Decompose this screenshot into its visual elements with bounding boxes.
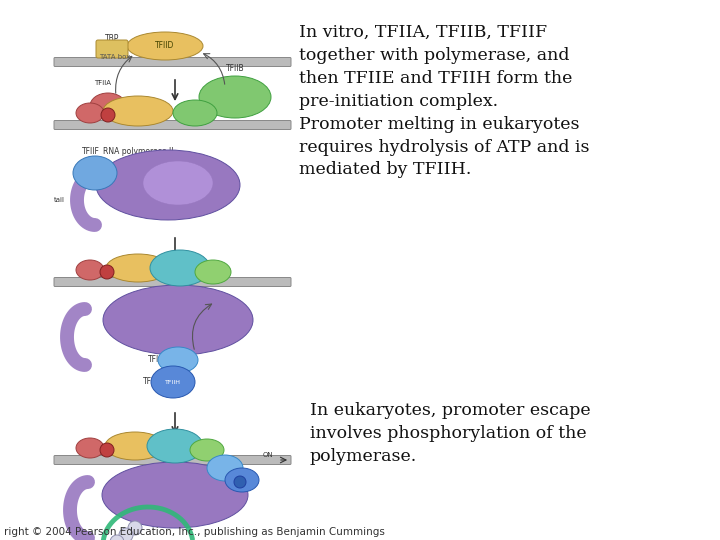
- FancyBboxPatch shape: [96, 40, 128, 58]
- Ellipse shape: [199, 76, 271, 118]
- Ellipse shape: [151, 366, 195, 398]
- Ellipse shape: [150, 250, 210, 286]
- Text: TFIIH: TFIIH: [165, 380, 181, 384]
- Ellipse shape: [173, 100, 217, 126]
- Circle shape: [100, 443, 114, 457]
- Text: In eukaryotes, promoter escape
involves phosphorylation of the
polymerase.: In eukaryotes, promoter escape involves …: [310, 402, 590, 465]
- Text: tail: tail: [54, 197, 65, 203]
- Ellipse shape: [96, 150, 240, 220]
- FancyBboxPatch shape: [54, 57, 291, 66]
- Ellipse shape: [106, 254, 170, 282]
- Circle shape: [119, 528, 133, 540]
- Text: right © 2004 Pearson Education, Inc., publishing as Benjamin Cummings: right © 2004 Pearson Education, Inc., pu…: [4, 527, 384, 537]
- Circle shape: [101, 108, 115, 122]
- Ellipse shape: [76, 103, 104, 123]
- Ellipse shape: [76, 260, 104, 280]
- Text: TFIIB: TFIIB: [225, 64, 244, 73]
- Ellipse shape: [207, 455, 243, 481]
- Ellipse shape: [143, 161, 213, 205]
- Text: TFIID: TFIID: [156, 42, 175, 51]
- Ellipse shape: [105, 432, 165, 460]
- Text: TFIIA: TFIIA: [94, 80, 112, 86]
- Text: In vitro, TFIIA, TFIIB, TFIIF
together with polymerase, and
then TFIIE and TFIIH: In vitro, TFIIA, TFIIB, TFIIF together w…: [299, 24, 589, 178]
- FancyBboxPatch shape: [54, 120, 291, 130]
- FancyBboxPatch shape: [54, 456, 291, 464]
- Ellipse shape: [225, 468, 259, 492]
- FancyBboxPatch shape: [54, 278, 291, 287]
- Ellipse shape: [127, 32, 203, 60]
- Ellipse shape: [103, 285, 253, 355]
- Ellipse shape: [102, 462, 248, 528]
- Text: TFIIH: TFIIH: [143, 377, 162, 387]
- Circle shape: [128, 521, 142, 535]
- Text: ON: ON: [263, 452, 274, 458]
- Text: TFIIE: TFIIE: [148, 355, 166, 364]
- Ellipse shape: [190, 439, 224, 461]
- Ellipse shape: [76, 438, 104, 458]
- Circle shape: [234, 476, 246, 488]
- Ellipse shape: [195, 260, 231, 284]
- Text: TFIIF: TFIIF: [82, 147, 100, 156]
- Ellipse shape: [73, 156, 117, 190]
- Ellipse shape: [103, 96, 173, 126]
- Ellipse shape: [147, 429, 203, 463]
- Ellipse shape: [90, 93, 126, 119]
- Circle shape: [100, 265, 114, 279]
- Text: TBP: TBP: [105, 34, 120, 43]
- Text: TATA box: TATA box: [99, 54, 130, 60]
- Text: RNA polymerase II: RNA polymerase II: [103, 147, 174, 156]
- Circle shape: [110, 535, 124, 540]
- Ellipse shape: [158, 347, 198, 373]
